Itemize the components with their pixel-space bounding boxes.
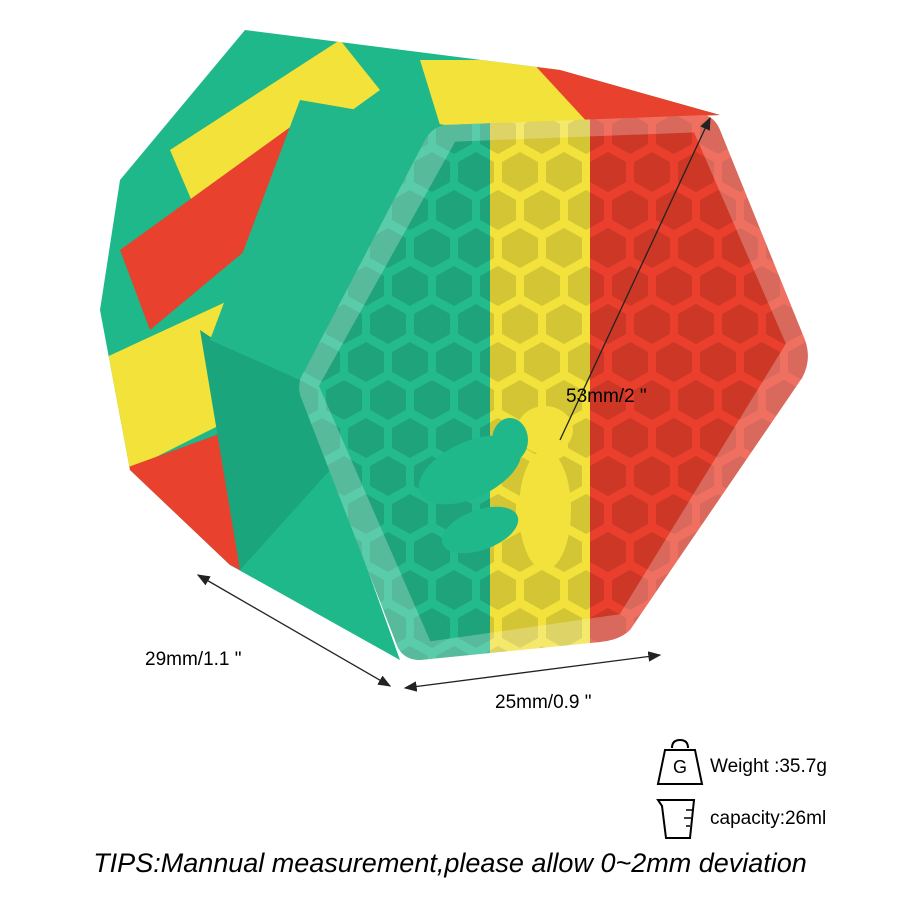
beaker-icon: [656, 799, 696, 839]
height-line: [403, 651, 662, 692]
weight-text: Weight :35.7g: [710, 756, 827, 777]
weight-icon-letter: G: [673, 757, 687, 777]
capacity-text: capacity:26ml: [710, 808, 826, 829]
diagonal-line: [559, 116, 711, 441]
dimension-lines: [196, 116, 711, 692]
weight-icon: [656, 738, 704, 785]
diagonal-label: 53mm/2 ": [566, 386, 647, 407]
tips-text: TIPS:Mannual measurement,please allow 0~…: [93, 848, 807, 878]
depth-line: [196, 574, 392, 687]
height-label: 25mm/0.9 ": [495, 692, 592, 713]
bee-ornament: [418, 406, 573, 570]
depth-label: 29mm/1.1 ": [145, 649, 242, 670]
